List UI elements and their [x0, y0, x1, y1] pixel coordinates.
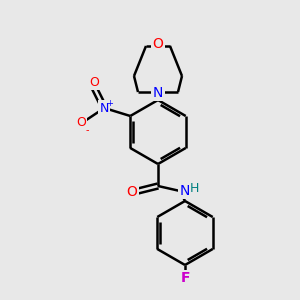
Text: O: O — [153, 37, 164, 51]
Text: -: - — [85, 125, 89, 135]
Text: N: N — [153, 86, 163, 100]
Text: O: O — [127, 185, 137, 199]
Text: F: F — [180, 271, 190, 285]
Text: N: N — [100, 101, 109, 115]
Text: N: N — [180, 184, 190, 198]
Text: +: + — [106, 98, 113, 107]
Text: O: O — [89, 76, 99, 88]
Text: H: H — [189, 182, 199, 196]
Text: O: O — [76, 116, 86, 130]
